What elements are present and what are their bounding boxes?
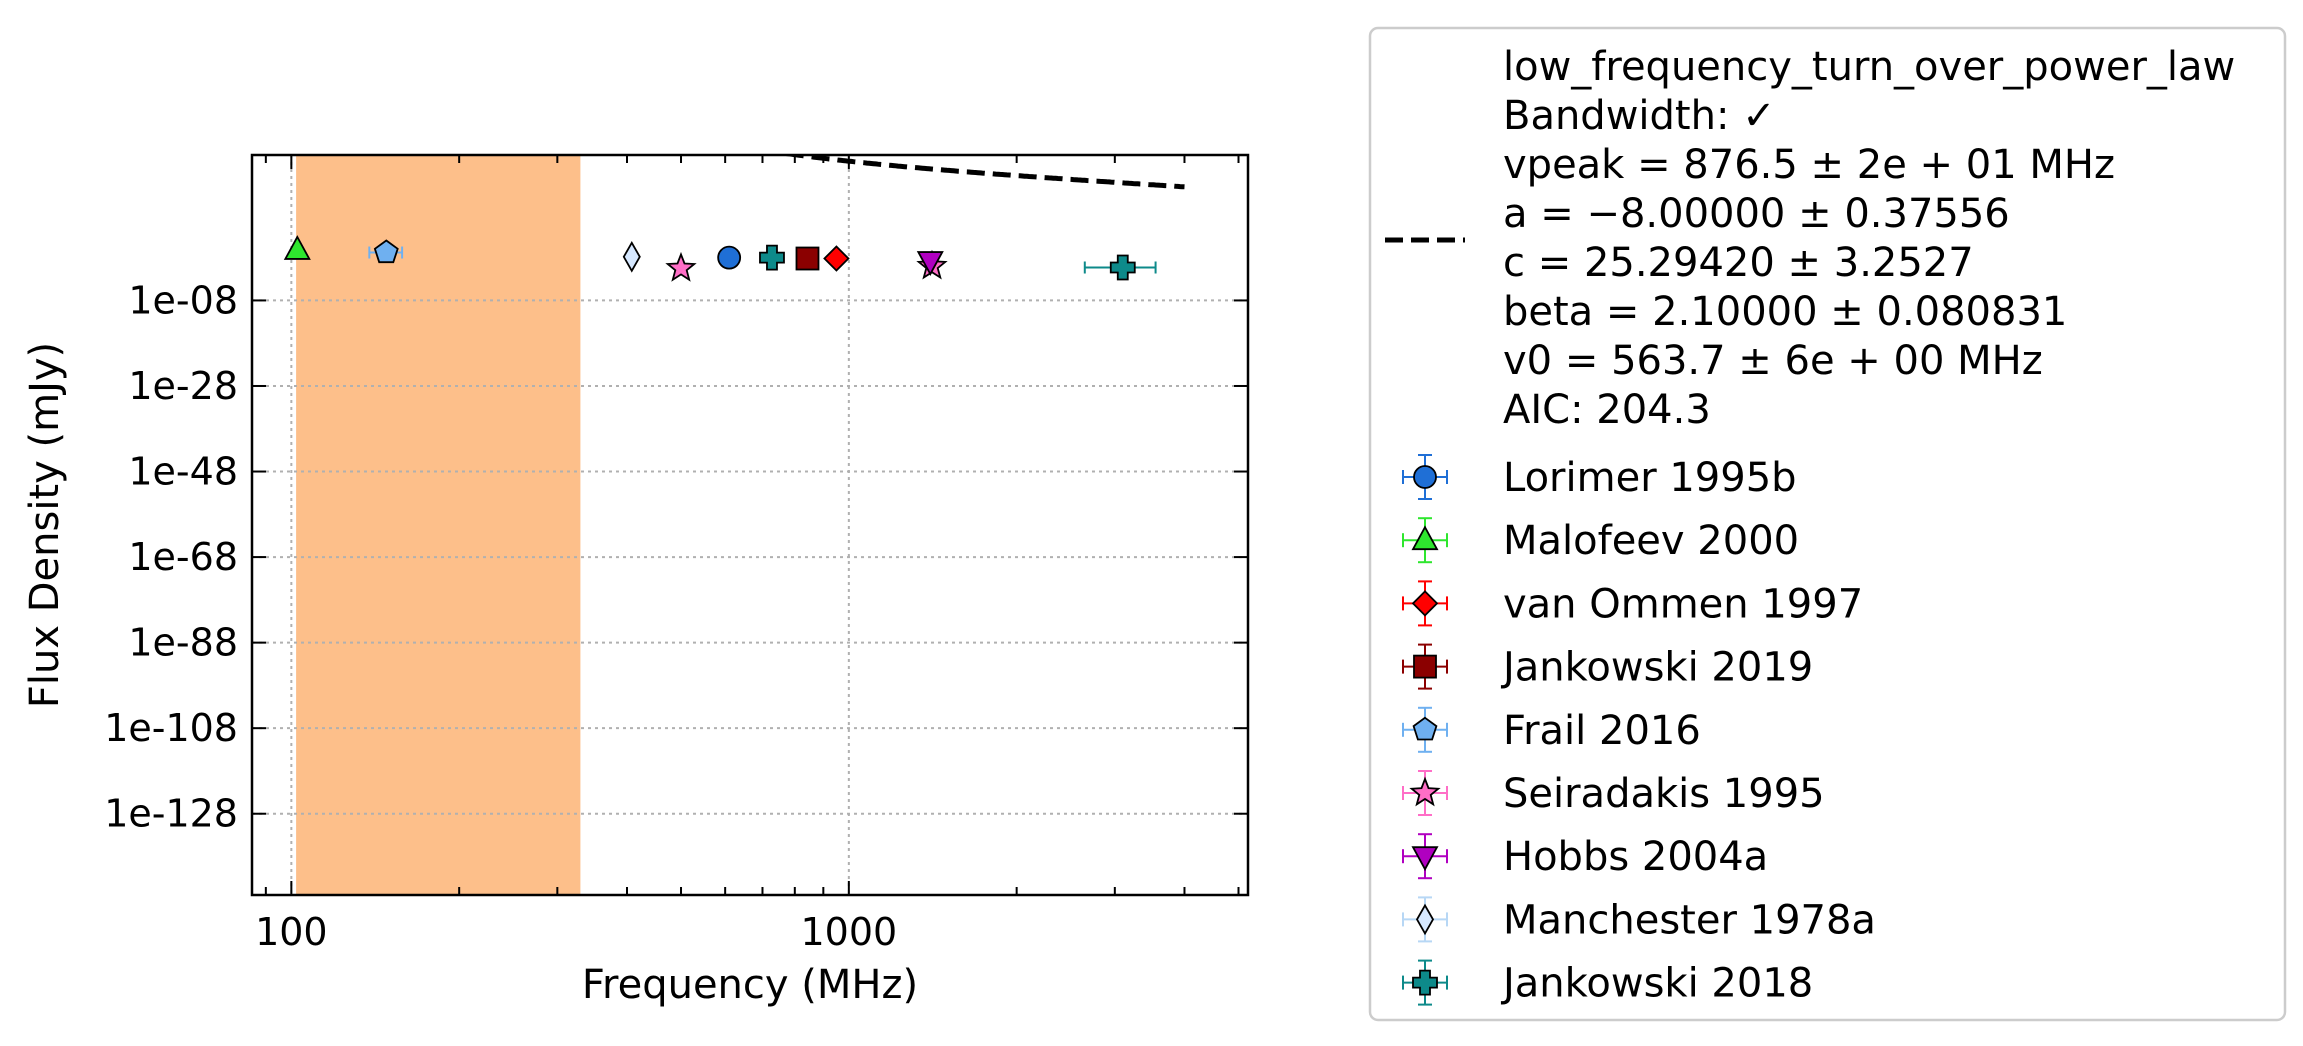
fit-shaded-region (296, 155, 581, 895)
y-tick-label: 1e-08 (128, 278, 238, 322)
legend-label-seiradakis-1995: Seiradakis 1995 (1503, 771, 1825, 817)
y-axis-label: Flux Density (mJy) (22, 342, 68, 708)
lorimer-1995b-point (717, 245, 742, 270)
jankowski-2018-point (759, 244, 785, 271)
legend-label-malofeev-2000: Malofeev 2000 (1503, 518, 1799, 564)
x-tick-label: 1000 (800, 910, 897, 954)
jankowski-2019-point (795, 246, 820, 271)
van-ommen-1997-point (823, 245, 850, 272)
jankowski-2018-point (1109, 254, 1136, 281)
x-axis-label: Frequency (MHz) (582, 962, 918, 1008)
seiradakis-1995-legend-marker (1409, 776, 1441, 807)
legend-label-frail-2016: Frail 2016 (1503, 708, 1701, 754)
x-tick-label: 100 (255, 910, 328, 954)
legend: low_frequency_turn_over_power_lawBandwid… (1368, 26, 2287, 1022)
plot-frame (250, 153, 1250, 897)
legend-label-manchester-1978a: Manchester 1978a (1503, 897, 1876, 943)
hobbs-2004a-legend-marker (1411, 846, 1439, 872)
legend-fit-label: Bandwidth: ✓ (1503, 93, 1776, 139)
lorimer-1995b-legend-marker (1413, 465, 1437, 489)
frail-2016-point (373, 239, 399, 264)
legend-fit-label: low_frequency_turn_over_power_law (1503, 44, 2235, 90)
legend-fit-label: v0 = 563.7 ± 6e + 00 MHz (1503, 338, 2043, 384)
malofeev-2000-legend-marker (1411, 525, 1439, 551)
legend-fit-label: c = 25.29420 ± 3.2527 (1503, 240, 1974, 286)
fit-curve (779, 155, 1185, 190)
legend-label-van-ommen-1997: van Ommen 1997 (1503, 581, 1863, 627)
frail-2016-legend-marker (1412, 716, 1438, 741)
y-tick-label: 1e-128 (104, 792, 238, 836)
hobbs-2004a-point (916, 251, 944, 276)
legend-fit-label: a = −8.00000 ± 0.37556 (1503, 191, 2010, 237)
malofeev-2000-point (283, 235, 311, 260)
jankowski-2018-legend-marker (1412, 969, 1438, 996)
legend-fit-label: beta = 2.10000 ± 0.080831 (1503, 289, 2067, 335)
y-tick-label: 1e-88 (128, 621, 238, 665)
y-tick-label: 1e-28 (128, 364, 238, 408)
legend-fit-label: AIC: 204.3 (1503, 387, 1711, 433)
legend-label-lorimer-1995b: Lorimer 1995b (1503, 455, 1797, 501)
manchester-1978a-point (622, 240, 641, 273)
manchester-1978a-legend-marker (1415, 903, 1435, 936)
legend-label-hobbs-2004a: Hobbs 2004a (1503, 834, 1768, 880)
legend-label-jankowski-2019: Jankowski 2019 (1500, 645, 1813, 691)
legend-frame (1368, 26, 2287, 1022)
plot-area: 100 1000 1e-08 1e-28 1e-48 1e-68 1e-88 1e-108 1e… (104, 153, 1250, 954)
y-tick-label: 1e-68 (128, 535, 238, 579)
legend-fit-label: vpeak = 876.5 ± 2e + 01 MHz (1503, 142, 2115, 188)
van-ommen-1997-legend-marker (1411, 590, 1439, 617)
seiradakis-1995-point (665, 251, 697, 282)
y-tick-label: 1e-48 (128, 450, 238, 494)
legend-label-jankowski-2018: Jankowski 2018 (1500, 961, 1813, 1007)
jankowski-2019-legend-marker (1413, 654, 1437, 679)
y-tick-label: 1e-108 (104, 706, 238, 750)
